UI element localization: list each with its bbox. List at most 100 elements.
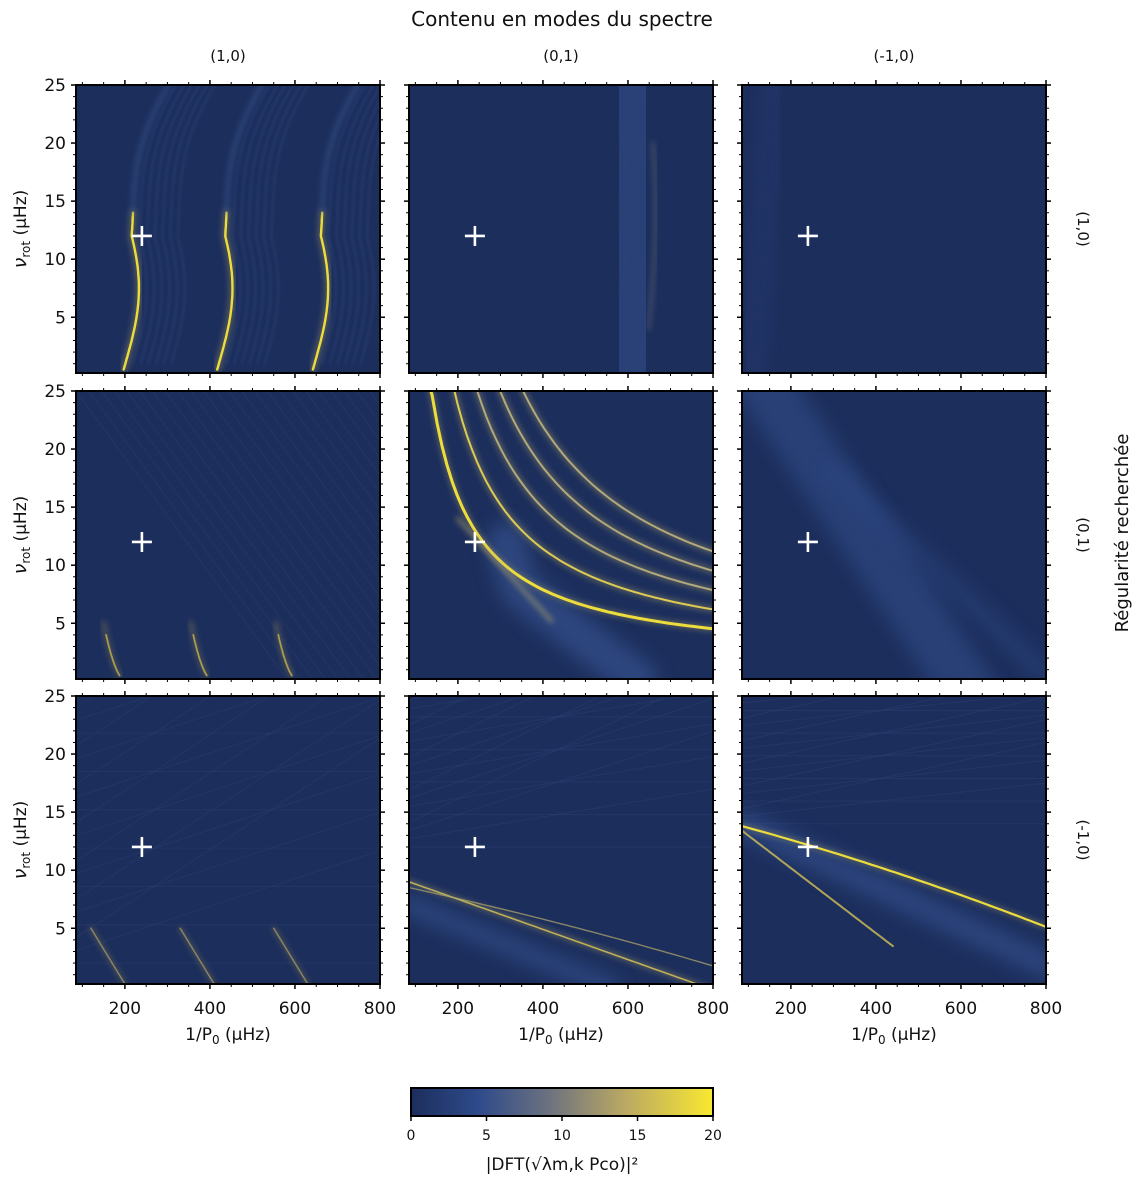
x-tick-label: 600 bbox=[612, 999, 644, 1019]
x-axis-label: 1/P0 (μHz) bbox=[185, 1025, 271, 1047]
fringe bbox=[317, 391, 380, 476]
heatmap-features bbox=[76, 391, 380, 679]
x-tick-label: 200 bbox=[442, 999, 474, 1019]
ridge-echo bbox=[170, 85, 216, 365]
ridge-echo bbox=[162, 85, 208, 365]
row-title: (-1,0) bbox=[1074, 820, 1092, 861]
ridge-echo bbox=[147, 85, 193, 365]
fringe bbox=[202, 391, 380, 633]
diffuse-arc-2 bbox=[823, 462, 1046, 679]
fringe bbox=[742, 696, 1046, 764]
y-tick-label: 20 bbox=[44, 134, 66, 154]
y-tick-label: 15 bbox=[44, 498, 66, 518]
panel-frame bbox=[75, 390, 381, 680]
fringe bbox=[76, 735, 380, 836]
cross-band bbox=[742, 810, 1046, 978]
x-tick-label: 600 bbox=[279, 999, 311, 1019]
fringe bbox=[742, 696, 1018, 727]
fringe bbox=[742, 759, 1046, 794]
fringe bbox=[742, 696, 949, 742]
heatmap-features bbox=[589, 85, 676, 373]
ridge-echo bbox=[256, 85, 302, 365]
panel-r1-c1 bbox=[404, 386, 718, 684]
x-tick-label: 200 bbox=[109, 999, 141, 1019]
fringe bbox=[409, 696, 602, 791]
y-tick-label: 5 bbox=[55, 919, 66, 939]
panel-frame bbox=[408, 84, 714, 374]
colorbar-ticks: 0 5 10 15 20 bbox=[407, 1116, 722, 1144]
fringe bbox=[409, 696, 668, 824]
arc-4 bbox=[522, 391, 713, 553]
x-axis-label-unit: (μHz) bbox=[220, 1025, 271, 1045]
column-title: (-1,0) bbox=[874, 47, 915, 65]
fringe bbox=[409, 788, 713, 840]
fringe bbox=[76, 696, 154, 747]
fringe bbox=[164, 391, 377, 679]
panel-r0-c0: 5 10 15 20 25 νrot (μHz) (1,0) bbox=[9, 47, 385, 378]
fringe bbox=[742, 714, 1046, 749]
colorbar-tick-label: 0 bbox=[407, 1128, 416, 1144]
low-ridge-1 bbox=[179, 927, 215, 984]
fringe bbox=[76, 737, 380, 938]
x-axis-label: 1/P0 (μHz) bbox=[851, 1025, 937, 1047]
fringe bbox=[76, 696, 380, 798]
x-tick-label: 400 bbox=[194, 999, 226, 1019]
panel-frame bbox=[75, 695, 381, 985]
fringe bbox=[177, 391, 380, 668]
fringe bbox=[409, 696, 491, 710]
fringe bbox=[253, 391, 380, 563]
ridge-echo bbox=[359, 132, 380, 365]
fringe bbox=[742, 737, 1046, 772]
fringe bbox=[409, 756, 713, 807]
ridge-echo bbox=[233, 85, 279, 365]
fringe bbox=[76, 773, 380, 875]
faint-band bbox=[742, 85, 787, 373]
ridge-echo bbox=[248, 85, 294, 365]
x-axis-label-sub: 0 bbox=[878, 1033, 886, 1047]
heatmap-background bbox=[409, 696, 713, 984]
fringe bbox=[100, 391, 313, 679]
panel-r2-c1: 200 400 600 800 1/P0 (μHz) bbox=[404, 691, 729, 1047]
fringe bbox=[139, 391, 352, 679]
x-axis-label-main: 1/P bbox=[518, 1025, 545, 1045]
fringe bbox=[76, 696, 212, 785]
panel-frame bbox=[741, 390, 1047, 680]
y-tick-label: 10 bbox=[44, 250, 66, 270]
x-axis-label-main: 1/P bbox=[851, 1025, 878, 1045]
y-axis-label-symbol: ν bbox=[9, 257, 31, 268]
ridge-echo bbox=[351, 113, 380, 365]
x-tick-label: 200 bbox=[775, 999, 807, 1019]
heatmap-features bbox=[742, 391, 1046, 679]
x-tick-label: 800 bbox=[697, 999, 729, 1019]
figure-title: Contenu en modes du spectre bbox=[411, 7, 713, 31]
fringe bbox=[241, 391, 380, 581]
ridge-echo bbox=[336, 85, 380, 365]
heatmap-background bbox=[76, 391, 380, 679]
diffuse-band bbox=[589, 85, 676, 373]
row-title: (0,1) bbox=[1074, 517, 1092, 553]
fringe bbox=[190, 391, 380, 650]
y-axis-label-unit: (μHz) bbox=[11, 190, 31, 241]
fringe bbox=[409, 696, 470, 726]
arc-3 bbox=[499, 391, 713, 572]
x-axis-label-sub: 0 bbox=[545, 1033, 553, 1047]
x-axis-label: 1/P0 (μHz) bbox=[518, 1025, 604, 1047]
arc-1 bbox=[453, 391, 713, 611]
fringe bbox=[266, 391, 380, 546]
y-tick-label: 15 bbox=[44, 192, 66, 212]
fringe bbox=[88, 391, 301, 679]
y-tick-label: 20 bbox=[44, 745, 66, 765]
colorbar: 0 5 10 15 20 |DFT(√λm,k Pco)|² bbox=[407, 1087, 722, 1175]
ridge-core-0 bbox=[122, 211, 141, 371]
fringe bbox=[228, 391, 380, 598]
ridge-echo bbox=[263, 85, 310, 365]
y-axis-label-sub: rot bbox=[19, 547, 33, 564]
fringe bbox=[409, 730, 713, 832]
y-axis-label-sub: rot bbox=[19, 852, 33, 869]
panel-r0-c2: (-1,0) (1,0) bbox=[737, 47, 1092, 378]
fringe bbox=[215, 391, 380, 615]
cross-ridge-1 bbox=[742, 825, 1046, 928]
fringe bbox=[742, 782, 1046, 817]
ridge-echo bbox=[240, 85, 287, 365]
